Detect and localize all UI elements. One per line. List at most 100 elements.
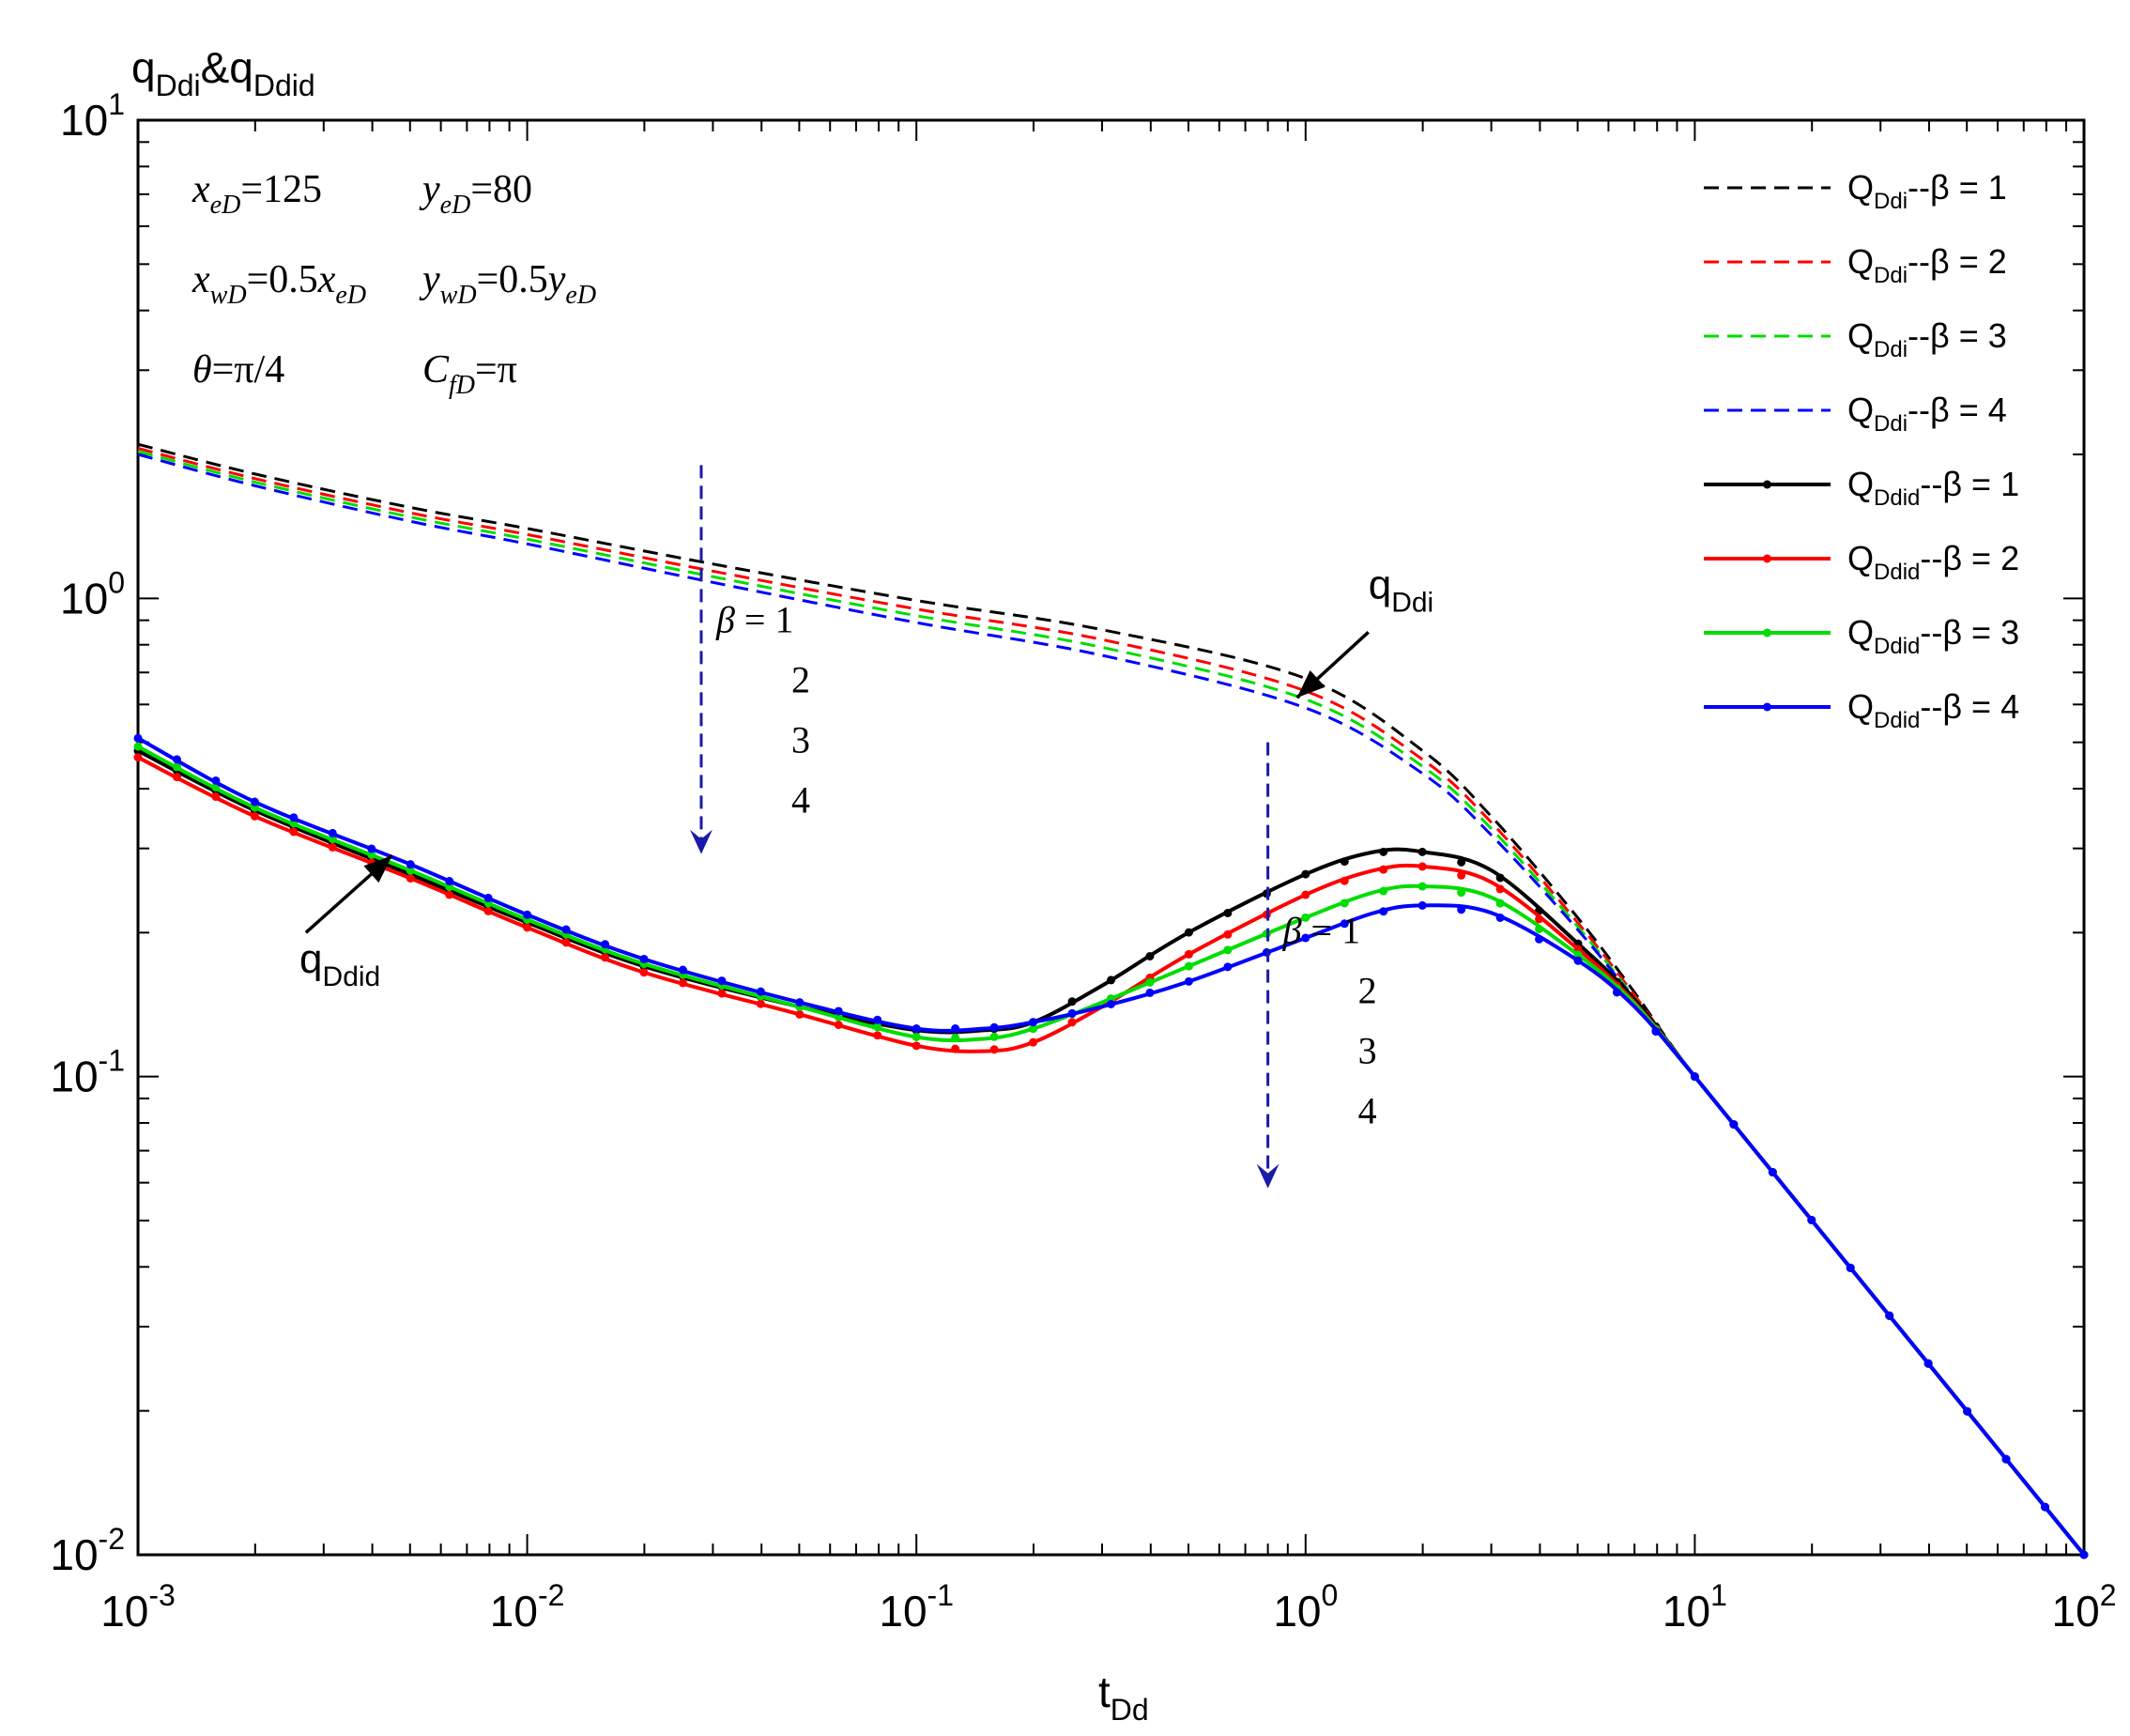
series-marker	[1495, 913, 1505, 922]
series-marker	[834, 1021, 843, 1030]
series-5	[133, 746, 2089, 1559]
series-marker	[1457, 870, 1466, 880]
series-marker	[1340, 857, 1349, 867]
series-marker	[445, 890, 454, 899]
series-marker	[1029, 1018, 1038, 1027]
y-axis-title: qDdi&qDdid	[131, 43, 315, 102]
series-marker	[1457, 905, 1466, 914]
series-marker	[1417, 900, 1427, 910]
series-marker	[523, 910, 532, 919]
series-marker	[1573, 956, 1583, 965]
series-marker	[1107, 999, 1115, 1008]
series-marker	[912, 1024, 921, 1034]
series-marker	[2041, 1502, 2050, 1512]
series-marker	[912, 1033, 921, 1042]
series-6	[133, 753, 2089, 1559]
series-marker	[678, 978, 687, 988]
series-marker	[561, 938, 571, 947]
legend-entry: QDdid--β = 3	[1704, 613, 2019, 659]
series-marker	[1223, 962, 1233, 972]
series-marker	[1067, 997, 1077, 1006]
beta-value: 3	[1358, 1030, 1377, 1072]
series-marker	[1067, 1018, 1077, 1027]
series-marker	[172, 762, 181, 772]
series-marker	[483, 906, 493, 915]
series-marker	[795, 1009, 804, 1019]
series-marker	[1963, 1406, 1972, 1416]
legend-marker	[1763, 480, 1771, 489]
param-item: xwD=0.5xeD	[192, 258, 366, 310]
series-marker	[1495, 899, 1505, 908]
series-marker	[912, 1041, 921, 1051]
series-marker	[639, 968, 649, 977]
y-tick-label: 10-1	[50, 1044, 125, 1101]
series-marker	[639, 954, 649, 963]
legend-label: QDdi--β = 4	[1847, 391, 2007, 437]
series-marker	[989, 1032, 999, 1041]
param-item: CfD=π	[422, 348, 517, 400]
series-marker	[1457, 857, 1466, 867]
series-marker	[1184, 928, 1193, 937]
series-marker	[1107, 976, 1115, 985]
x-tick-label: 102	[2052, 1578, 2117, 1636]
legend-entry: QDdi--β = 1	[1704, 168, 2007, 214]
series-marker	[1223, 929, 1233, 939]
legend-marker	[1763, 554, 1771, 563]
series-marker	[1417, 847, 1427, 856]
series-marker	[1807, 1215, 1816, 1224]
series-7	[133, 742, 2089, 1559]
series-marker	[1417, 862, 1427, 871]
series-marker	[1417, 882, 1427, 891]
beta-value: 2	[791, 658, 810, 700]
series-marker	[1612, 988, 1621, 997]
legend-label: QDdid--β = 3	[1847, 613, 2019, 659]
series-marker	[2001, 1454, 2011, 1464]
beta-group-lower: β = 1 2 3 4	[1256, 742, 1377, 1189]
series-marker	[1184, 949, 1193, 959]
series-marker	[1729, 1120, 1739, 1129]
series-marker	[1885, 1311, 1894, 1320]
series-8	[133, 733, 2089, 1559]
series-marker	[1923, 1359, 1933, 1368]
series-marker	[989, 1022, 999, 1032]
x-tick-label: 10-3	[100, 1578, 176, 1636]
series-marker	[1535, 934, 1544, 944]
series-marker	[717, 976, 727, 986]
series-marker	[2079, 1550, 2089, 1559]
series-marker	[1301, 933, 1310, 943]
series-marker	[951, 1024, 960, 1034]
series-marker	[250, 811, 259, 821]
series-marker	[328, 835, 337, 844]
series-marker	[523, 923, 532, 932]
arrow-head	[1296, 669, 1326, 699]
arrow-head	[1256, 1163, 1280, 1189]
y-tick-label: 100	[60, 565, 125, 622]
legend-entry: QDdid--β = 1	[1704, 465, 2019, 511]
series-marker	[873, 1031, 882, 1040]
plot-border	[136, 118, 2086, 1557]
series-marker	[1495, 873, 1505, 883]
series-group	[133, 442, 2089, 1559]
series-marker	[1029, 1037, 1038, 1047]
series-marker	[834, 1006, 843, 1016]
y-tick-label: 10-2	[50, 1522, 125, 1579]
legend-entry: QDdi--β = 3	[1704, 316, 2007, 362]
curve-label: qDdid	[299, 936, 380, 992]
series-marker	[989, 1045, 999, 1054]
series-marker	[1535, 925, 1544, 934]
series-marker	[1457, 888, 1466, 898]
series-marker	[445, 877, 454, 886]
series-marker	[1495, 884, 1505, 894]
series-marker	[289, 827, 299, 837]
series-marker	[1145, 988, 1155, 997]
series-marker	[1651, 1027, 1661, 1037]
arrow-head	[689, 829, 713, 854]
series-marker	[795, 998, 804, 1007]
beta-value: 4	[1358, 1090, 1377, 1132]
series-marker	[1184, 976, 1193, 986]
series-marker	[1573, 950, 1583, 960]
label-qddid: qDdid	[299, 853, 393, 992]
series-marker	[367, 844, 376, 853]
series-marker	[406, 873, 415, 883]
